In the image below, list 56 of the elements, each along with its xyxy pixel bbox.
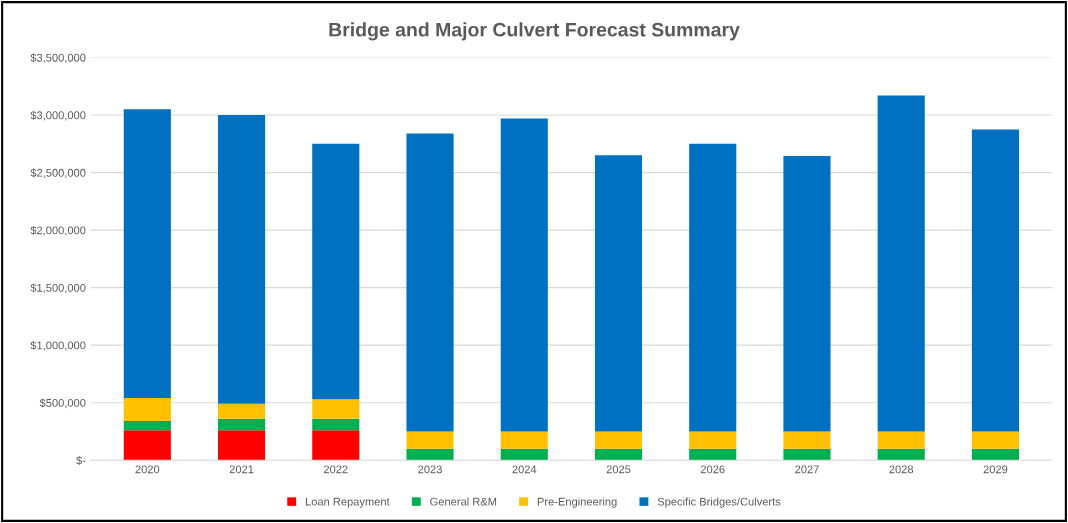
legend-label: Specific Bridges/Culverts bbox=[657, 497, 781, 508]
y-tick-label: $3,500,000 bbox=[30, 53, 86, 63]
bar bbox=[783, 155, 831, 432]
bar bbox=[123, 109, 171, 399]
bar bbox=[218, 403, 266, 419]
bar bbox=[689, 448, 737, 461]
bar bbox=[971, 431, 1019, 449]
x-tick-label: 2024 bbox=[512, 465, 537, 474]
bar bbox=[500, 118, 548, 432]
bar bbox=[594, 155, 643, 432]
bar bbox=[218, 418, 266, 431]
x-tick-label: 2023 bbox=[418, 465, 442, 474]
x-tick-label: 2021 bbox=[229, 465, 254, 474]
bar bbox=[689, 431, 737, 449]
bar bbox=[971, 448, 1019, 461]
legend-label: Pre-Engineering bbox=[537, 497, 617, 508]
x-tick-label: 2020 bbox=[135, 465, 160, 474]
x-tick-label: 2029 bbox=[983, 465, 1008, 474]
bar bbox=[877, 95, 925, 432]
bar bbox=[123, 398, 171, 422]
bar bbox=[312, 430, 360, 461]
bar bbox=[971, 129, 1019, 432]
y-tick-label: $1,000,000 bbox=[30, 340, 86, 351]
x-tick-label: 2026 bbox=[700, 465, 725, 474]
y-tick-label: $3,000,000 bbox=[30, 110, 86, 121]
y-tick-label: $2,500,000 bbox=[30, 168, 86, 179]
bar bbox=[123, 421, 171, 431]
bar bbox=[500, 448, 548, 461]
legend-label: General R&M bbox=[430, 497, 497, 506]
bar bbox=[594, 448, 643, 461]
bar bbox=[312, 399, 360, 419]
bar bbox=[218, 115, 266, 404]
bar bbox=[783, 448, 831, 461]
x-tick-label: 2028 bbox=[889, 465, 914, 474]
legend-label: Loan Repayment bbox=[305, 497, 390, 508]
y-tick-label: $500,000 bbox=[39, 398, 86, 409]
chart-title: Bridge and Major Culvert Forecast Summary bbox=[329, 22, 740, 41]
bar bbox=[877, 431, 925, 449]
bar bbox=[689, 143, 737, 432]
bar bbox=[123, 430, 171, 461]
x-tick-label: 2022 bbox=[323, 465, 348, 474]
bar bbox=[218, 430, 266, 461]
y-tick-label: $- bbox=[76, 456, 86, 466]
bar bbox=[312, 143, 360, 400]
bar bbox=[594, 431, 643, 449]
bar bbox=[877, 448, 925, 461]
bar bbox=[312, 418, 360, 431]
bar bbox=[406, 431, 454, 449]
y-tick-label: $2,000,000 bbox=[30, 225, 86, 236]
bar bbox=[406, 133, 454, 432]
bar bbox=[406, 448, 454, 461]
x-tick-label: 2027 bbox=[795, 465, 819, 474]
bar bbox=[783, 431, 831, 449]
bar bbox=[500, 431, 548, 449]
x-tick-label: 2025 bbox=[606, 465, 631, 474]
y-tick-label: $1,500,000 bbox=[30, 283, 86, 294]
